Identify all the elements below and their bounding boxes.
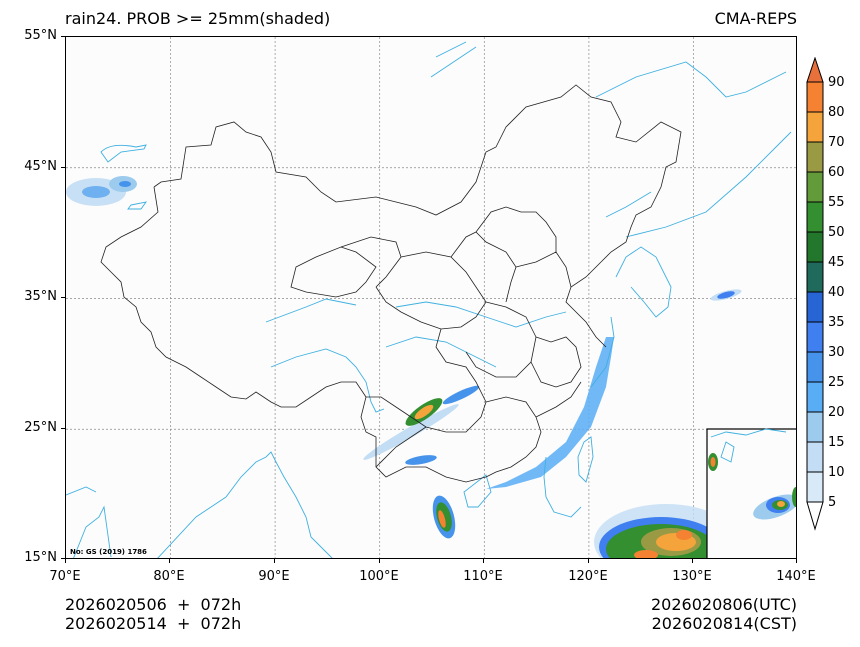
map-approval-number: No: GS (2019) 1786: [70, 548, 147, 556]
colorbar-label: 60: [828, 165, 845, 180]
colorbar-label: 70: [828, 135, 845, 150]
valid-time-utc: 2026020806(UTC): [651, 595, 797, 614]
model-name: CMA-REPS: [714, 9, 797, 28]
x-tick-label: 80°E: [153, 569, 185, 584]
y-tick-label: 15°N: [24, 550, 57, 565]
colorbar-label: 55: [828, 195, 845, 210]
chart-title: rain24. PROB >= 25mm(shaded): [65, 9, 331, 28]
x-tick-label: 100°E: [359, 569, 399, 584]
x-tick: [379, 559, 380, 563]
x-tick-label: 140°E: [776, 569, 816, 584]
colorbar-label: 35: [828, 315, 845, 330]
x-tick: [483, 559, 484, 563]
x-tick: [588, 559, 589, 563]
init-time-utc: 2026020506 + 072h: [65, 595, 242, 614]
map-canvas: [66, 37, 796, 558]
taiwan: [577, 436, 594, 483]
x-tick-label: 70°E: [49, 569, 81, 584]
y-tick-label: 35°N: [24, 289, 57, 304]
coastlines-rivers: [66, 41, 792, 558]
x-tick: [274, 559, 275, 563]
colorbar-label: 40: [828, 285, 845, 300]
x-tick-label: 130°E: [672, 569, 712, 584]
x-tick: [169, 559, 170, 563]
y-tick: [61, 558, 65, 559]
x-tick: [796, 559, 797, 563]
x-tick-label: 90°E: [258, 569, 290, 584]
colorbar-label: 80: [828, 105, 845, 120]
colorbar-label: 10: [828, 465, 845, 480]
map-panel: No: GS (2019) 1786: [65, 36, 797, 559]
country-borders: [100, 84, 682, 483]
colorbar-label: 15: [828, 435, 845, 450]
colorbar-label: 20: [828, 405, 845, 420]
y-tick: [61, 428, 65, 429]
colorbar-label: 90: [828, 75, 845, 90]
colorbar-label: 25: [828, 375, 845, 390]
valid-time-cst: 2026020814(CST): [651, 614, 797, 633]
init-time-cst: 2026020514 + 072h: [65, 614, 242, 633]
precip-shading: [66, 176, 742, 558]
colorbar-label: 50: [828, 225, 845, 240]
graticule: [66, 37, 796, 558]
x-tick: [692, 559, 693, 563]
y-tick-label: 25°N: [24, 420, 57, 435]
south-china-sea-inset: [706, 428, 796, 558]
y-tick-label: 45°N: [24, 159, 57, 174]
colorbar-label: 45: [828, 255, 845, 270]
colorbar: [806, 56, 824, 531]
y-tick-label: 55°N: [24, 28, 57, 43]
hainan: [463, 474, 492, 508]
colorbar-label: 5: [828, 495, 837, 510]
y-tick: [61, 36, 65, 37]
colorbar-label: 30: [828, 345, 845, 360]
x-tick-label: 120°E: [568, 569, 608, 584]
y-tick: [61, 297, 65, 298]
x-tick: [65, 559, 66, 563]
y-tick: [61, 167, 65, 168]
x-tick-label: 110°E: [463, 569, 503, 584]
